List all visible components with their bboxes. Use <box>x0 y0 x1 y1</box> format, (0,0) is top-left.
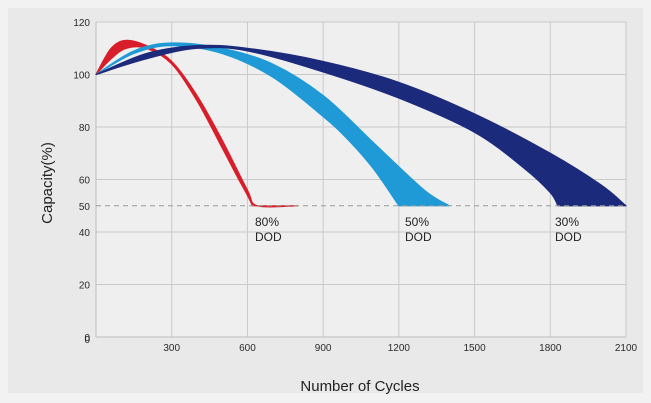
y-tick-label: 120 <box>73 18 90 29</box>
x-tick-label: 900 <box>315 343 332 354</box>
y-tick-label: 60 <box>79 176 91 187</box>
x-axis-label: Number of Cycles <box>300 378 419 395</box>
x-tick-label: 300 <box>163 343 180 354</box>
x-tick-label: 600 <box>239 343 256 354</box>
x-tick-label: 1800 <box>539 343 562 354</box>
y-tick-label: 20 <box>79 281 91 292</box>
y-tick-label: 50 <box>79 202 91 213</box>
series-label-2-line-2: DOD <box>405 230 432 244</box>
series-label-1-line-2: DOD <box>255 230 282 244</box>
y-tick-label: 40 <box>79 228 91 239</box>
x-tick-label: 2100 <box>615 343 638 354</box>
x-tick-label: 1500 <box>463 343 486 354</box>
series-area-3 <box>95 44 627 207</box>
y-tick-label: 80 <box>79 123 91 134</box>
tick-labels: 0 20 40 50 60 80 100 120 300 600 900 1200 1500 1800 21… <box>73 18 637 354</box>
y-tick-label: 0 <box>84 333 90 344</box>
series-label-1-line-1: 80% <box>255 215 279 229</box>
x-tick-label: 1200 <box>388 343 411 354</box>
origin-tick-label: 0 <box>84 335 90 346</box>
y-tick-label: 100 <box>73 71 90 82</box>
series-label-3-line-1: 30% <box>555 215 579 229</box>
y-axis-label: Capacity(%) <box>39 142 56 224</box>
series-label-2-line-1: 50% <box>405 215 429 229</box>
series-label-3-line-2: DOD <box>555 230 582 244</box>
